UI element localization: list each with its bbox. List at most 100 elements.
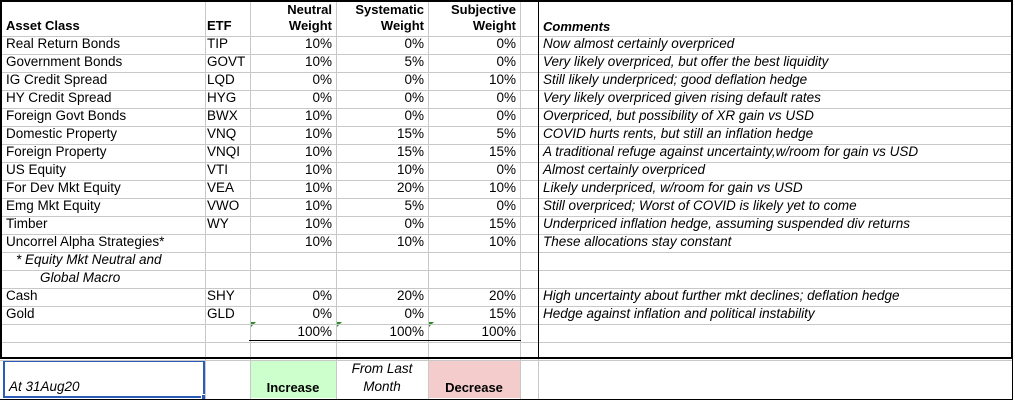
comment-cell[interactable]: COVID hurts rents, but still an inflatio… — [543, 126, 814, 141]
etf-cell[interactable]: LQD — [207, 72, 235, 87]
neutral-weight-cell[interactable]: 10% — [304, 234, 332, 249]
comment-cell[interactable]: Very likely overpriced given rising defa… — [543, 90, 821, 105]
asset-class-cell[interactable]: Emg Mkt Equity — [6, 198, 101, 213]
systematic-weight-cell[interactable]: 10% — [396, 162, 424, 177]
subjective-weight-cell[interactable]: 10% — [488, 234, 516, 249]
etf-cell[interactable]: VNQ — [207, 126, 237, 141]
comment-cell[interactable]: These allocations stay constant — [543, 234, 732, 249]
asset-class-cell[interactable]: Uncorrel Alpha Strategies* — [6, 234, 165, 249]
subjective-weight-cell[interactable]: 20% — [488, 288, 516, 303]
subjective-weight-cell[interactable]: 5% — [496, 126, 516, 141]
asset-class-cell[interactable]: Domestic Property — [6, 126, 118, 141]
systematic-weight-cell[interactable]: 0% — [404, 216, 424, 231]
neutral-weight-cell[interactable]: 10% — [304, 126, 332, 141]
header-neutral-line2: Weight — [288, 18, 332, 33]
asset-class-cell[interactable]: Foreign Govt Bonds — [6, 108, 127, 123]
etf-cell[interactable]: SHY — [207, 288, 235, 303]
asset-class-cell[interactable]: HY Credit Spread — [6, 90, 112, 105]
grid-hline — [0, 342, 1013, 343]
comment-cell[interactable]: Very likely overpriced, but offer the be… — [543, 54, 829, 69]
neutral-weight-cell[interactable]: 10% — [304, 162, 332, 177]
systematic-weight-cell[interactable]: 20% — [396, 180, 424, 195]
neutral-weight-cell[interactable]: 0% — [312, 90, 332, 105]
etf-cell[interactable]: GLD — [207, 306, 235, 321]
systematic-weight-cell[interactable]: 0% — [404, 108, 424, 123]
subjective-weight-cell[interactable]: 0% — [496, 90, 516, 105]
asset-class-cell[interactable]: Real Return Bonds — [6, 36, 121, 51]
date-label-cell[interactable]: At 31Aug20 — [3, 360, 205, 398]
total-subjective[interactable]: 100% — [481, 324, 516, 339]
border-bottom — [0, 399, 1013, 400]
systematic-weight-cell[interactable]: 0% — [404, 72, 424, 87]
comment-cell[interactable]: Underpriced inflation hedge, assuming su… — [543, 216, 910, 231]
subjective-weight-cell[interactable]: 0% — [496, 162, 516, 177]
subjective-weight-cell[interactable]: 0% — [496, 36, 516, 51]
etf-cell[interactable]: BWX — [207, 108, 238, 123]
comment-cell[interactable]: Almost certainly overpriced — [543, 162, 706, 177]
subjective-weight-cell[interactable]: 0% — [496, 198, 516, 213]
totals-bottom-line — [249, 340, 521, 341]
subjective-weight-cell[interactable]: 15% — [488, 216, 516, 231]
subjective-weight-cell[interactable]: 10% — [488, 180, 516, 195]
systematic-weight-cell[interactable]: 15% — [396, 126, 424, 141]
comment-cell[interactable]: A traditional refuge against uncertainty… — [543, 144, 919, 159]
etf-cell[interactable]: GOVT — [207, 54, 246, 69]
asset-class-cell[interactable]: Gold — [6, 306, 35, 321]
systematic-weight-cell[interactable]: 5% — [404, 198, 424, 213]
comment-cell[interactable]: Still likely underpriced; good deflation… — [543, 72, 808, 87]
neutral-weight-cell[interactable]: 10% — [304, 36, 332, 51]
total-systematic[interactable]: 100% — [389, 324, 424, 339]
comment-cell[interactable]: Overpriced, but possibility of XR gain v… — [543, 108, 814, 123]
etf-cell[interactable]: VEA — [207, 180, 235, 195]
header-asset-class: Asset Class — [6, 18, 80, 33]
comment-cell[interactable]: Now almost certainly overpriced — [543, 36, 735, 51]
subjective-weight-cell[interactable]: 10% — [488, 72, 516, 87]
asset-class-cell[interactable]: US Equity — [6, 162, 67, 177]
neutral-weight-cell[interactable]: 10% — [304, 108, 332, 123]
asset-class-cell[interactable]: IG Credit Spread — [6, 72, 108, 87]
asset-class-cell[interactable]: Cash — [6, 288, 38, 303]
etf-cell[interactable]: VNQI — [207, 144, 241, 159]
asset-class-cell[interactable]: Government Bonds — [6, 54, 123, 69]
neutral-weight-cell[interactable]: 10% — [304, 198, 332, 213]
grid-hline — [0, 306, 1013, 307]
systematic-weight-cell[interactable]: 5% — [404, 54, 424, 69]
header-systematic-weight: Systematic Weight — [336, 2, 428, 34]
subjective-weight-cell[interactable]: 15% — [488, 144, 516, 159]
systematic-weight-cell[interactable]: 15% — [396, 144, 424, 159]
grid-hline — [0, 108, 1013, 109]
etf-cell[interactable]: VWO — [207, 198, 240, 213]
grid-hline — [0, 270, 1013, 271]
etf-cell[interactable]: VTI — [207, 162, 229, 177]
systematic-weight-cell[interactable]: 10% — [396, 234, 424, 249]
neutral-weight-cell[interactable]: 0% — [312, 288, 332, 303]
footnote-line1: * Equity Mkt Neutral and — [16, 252, 162, 267]
comment-cell[interactable]: High uncertainty about further mkt decli… — [543, 288, 900, 303]
asset-class-cell[interactable]: Timber — [6, 216, 48, 231]
systematic-weight-cell[interactable]: 0% — [404, 90, 424, 105]
grid-vline — [205, 0, 206, 400]
comment-cell[interactable]: Still overpriced; Worst of COVID is like… — [543, 198, 857, 213]
subjective-weight-cell[interactable]: 0% — [496, 54, 516, 69]
systematic-weight-cell[interactable]: 0% — [404, 306, 424, 321]
neutral-weight-cell[interactable]: 0% — [312, 72, 332, 87]
systematic-weight-cell[interactable]: 20% — [396, 288, 424, 303]
neutral-weight-cell[interactable]: 10% — [304, 180, 332, 195]
etf-cell[interactable]: WY — [207, 216, 229, 231]
etf-cell[interactable]: HYG — [207, 90, 237, 105]
neutral-weight-cell[interactable]: 10% — [304, 54, 332, 69]
subjective-weight-cell[interactable]: 0% — [496, 108, 516, 123]
subjective-weight-cell[interactable]: 15% — [488, 306, 516, 321]
asset-class-cell[interactable]: For Dev Mkt Equity — [6, 180, 121, 195]
etf-cell[interactable]: TIP — [207, 36, 229, 51]
neutral-weight-cell[interactable]: 0% — [312, 306, 332, 321]
header-etf: ETF — [207, 18, 232, 33]
grid-hline — [0, 180, 1013, 181]
comment-cell[interactable]: Likely underpriced, w/room for gain vs U… — [543, 180, 803, 195]
neutral-weight-cell[interactable]: 10% — [304, 216, 332, 231]
total-neutral[interactable]: 100% — [297, 324, 332, 339]
systematic-weight-cell[interactable]: 0% — [404, 36, 424, 51]
neutral-weight-cell[interactable]: 10% — [304, 144, 332, 159]
asset-class-cell[interactable]: Foreign Property — [6, 144, 107, 159]
comment-cell[interactable]: Hedge against inflation and political in… — [543, 306, 815, 321]
